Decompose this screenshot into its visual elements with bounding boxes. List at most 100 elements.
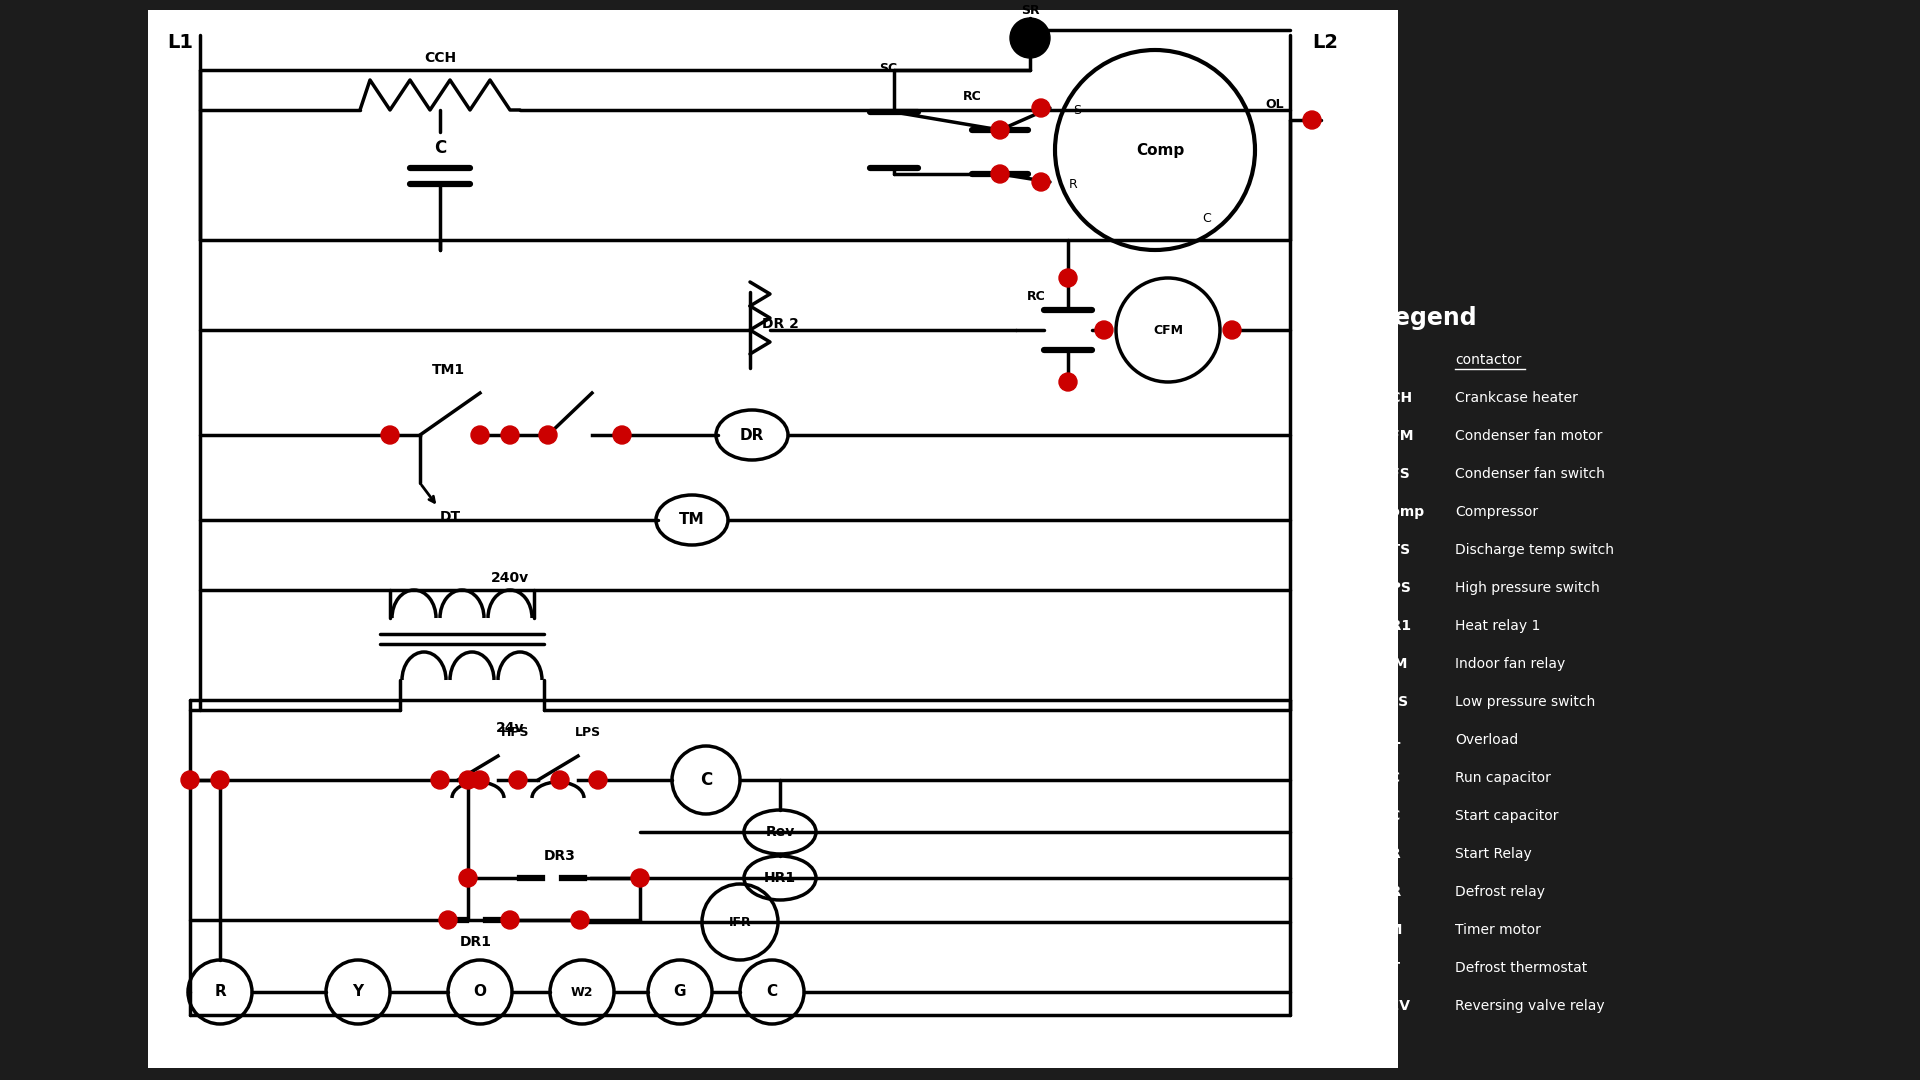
Text: SR: SR xyxy=(1021,3,1039,16)
Text: DT: DT xyxy=(440,510,461,524)
Text: DR 2: DR 2 xyxy=(762,318,799,330)
Text: CCH: CCH xyxy=(1380,391,1411,405)
Bar xyxy=(148,10,1398,1068)
Text: CFM: CFM xyxy=(1380,429,1413,443)
Circle shape xyxy=(459,869,476,887)
Circle shape xyxy=(380,426,399,444)
Circle shape xyxy=(1033,99,1050,117)
Text: Compressor: Compressor xyxy=(1455,505,1538,519)
Text: RC: RC xyxy=(1027,289,1044,302)
Text: L1: L1 xyxy=(167,32,194,52)
Text: Legend: Legend xyxy=(1380,306,1478,330)
Text: Reversing valve relay: Reversing valve relay xyxy=(1455,999,1605,1013)
Text: CCH: CCH xyxy=(424,51,457,65)
Text: G: G xyxy=(674,985,685,999)
Text: HR1: HR1 xyxy=(1380,619,1411,633)
Text: Condenser fan switch: Condenser fan switch xyxy=(1455,467,1605,481)
Text: Discharge temp switch: Discharge temp switch xyxy=(1455,543,1615,557)
Circle shape xyxy=(1094,321,1114,339)
Text: DR: DR xyxy=(1380,885,1402,899)
Text: REV: REV xyxy=(1380,999,1411,1013)
Text: Overload: Overload xyxy=(1455,733,1519,747)
Text: Run capacitor: Run capacitor xyxy=(1455,771,1551,785)
Circle shape xyxy=(551,771,568,789)
Text: Defrost relay: Defrost relay xyxy=(1455,885,1546,899)
Text: Defrost thermostat: Defrost thermostat xyxy=(1455,961,1588,975)
Circle shape xyxy=(540,426,557,444)
Text: RC: RC xyxy=(962,91,981,104)
Text: HR1: HR1 xyxy=(764,870,797,885)
Text: 240v: 240v xyxy=(492,571,530,585)
Circle shape xyxy=(470,426,490,444)
Circle shape xyxy=(459,771,476,789)
Text: Rev: Rev xyxy=(766,825,795,839)
Text: TM: TM xyxy=(680,513,705,527)
Text: IFR: IFR xyxy=(730,916,751,929)
Text: DTS: DTS xyxy=(1380,543,1411,557)
Text: LPS: LPS xyxy=(574,726,601,739)
Text: C: C xyxy=(766,985,778,999)
Text: IFM: IFM xyxy=(1380,657,1409,671)
Text: Y: Y xyxy=(353,985,363,999)
Text: DT: DT xyxy=(1380,961,1402,975)
Circle shape xyxy=(991,165,1010,183)
Text: SC: SC xyxy=(1380,809,1400,823)
Text: OL: OL xyxy=(1265,98,1284,111)
Circle shape xyxy=(570,912,589,929)
Text: S: S xyxy=(1073,104,1081,117)
Text: DR1: DR1 xyxy=(461,935,492,949)
Circle shape xyxy=(1304,111,1321,129)
Text: HPS: HPS xyxy=(1380,581,1411,595)
Circle shape xyxy=(1010,18,1050,58)
Circle shape xyxy=(430,771,449,789)
Text: C: C xyxy=(434,139,445,157)
Text: CFS: CFS xyxy=(1380,467,1409,481)
Text: Comp: Comp xyxy=(1380,505,1425,519)
Text: HPS: HPS xyxy=(501,726,530,739)
Text: contactor: contactor xyxy=(1455,353,1521,367)
Text: O: O xyxy=(474,985,486,999)
Text: SC: SC xyxy=(879,62,897,75)
Text: Heat relay 1: Heat relay 1 xyxy=(1455,619,1540,633)
Text: Timer motor: Timer motor xyxy=(1455,923,1542,937)
Circle shape xyxy=(1223,321,1240,339)
Text: Start Relay: Start Relay xyxy=(1455,847,1532,861)
Text: DR3: DR3 xyxy=(543,849,576,863)
Circle shape xyxy=(1060,373,1077,391)
Text: C: C xyxy=(701,771,712,789)
Text: 24v: 24v xyxy=(495,721,524,735)
Circle shape xyxy=(501,426,518,444)
Circle shape xyxy=(589,771,607,789)
Text: High pressure switch: High pressure switch xyxy=(1455,581,1599,595)
Circle shape xyxy=(509,771,526,789)
Text: Condenser fan motor: Condenser fan motor xyxy=(1455,429,1603,443)
Text: TM: TM xyxy=(1380,923,1404,937)
Circle shape xyxy=(440,912,457,929)
Text: C: C xyxy=(1380,353,1390,367)
Text: R: R xyxy=(1069,178,1077,191)
Text: Low pressure switch: Low pressure switch xyxy=(1455,696,1596,708)
Circle shape xyxy=(501,912,518,929)
Text: RC: RC xyxy=(1380,771,1402,785)
Circle shape xyxy=(1060,269,1077,287)
Circle shape xyxy=(991,121,1010,139)
Text: Start capacitor: Start capacitor xyxy=(1455,809,1559,823)
Circle shape xyxy=(612,426,632,444)
Circle shape xyxy=(1033,173,1050,191)
Text: C: C xyxy=(1202,212,1212,225)
Circle shape xyxy=(632,869,649,887)
Text: CFM: CFM xyxy=(1154,324,1183,337)
Text: W2: W2 xyxy=(570,985,593,999)
Text: Crankcase heater: Crankcase heater xyxy=(1455,391,1578,405)
Circle shape xyxy=(211,771,228,789)
Circle shape xyxy=(180,771,200,789)
Text: OL: OL xyxy=(1380,733,1402,747)
Text: Indoor fan relay: Indoor fan relay xyxy=(1455,657,1565,671)
Text: DR: DR xyxy=(739,428,764,443)
Text: LPS: LPS xyxy=(1380,696,1409,708)
Text: TM1: TM1 xyxy=(432,363,465,377)
Text: R: R xyxy=(215,985,227,999)
Circle shape xyxy=(470,771,490,789)
Text: L2: L2 xyxy=(1311,32,1338,52)
Text: Comp: Comp xyxy=(1137,143,1185,158)
